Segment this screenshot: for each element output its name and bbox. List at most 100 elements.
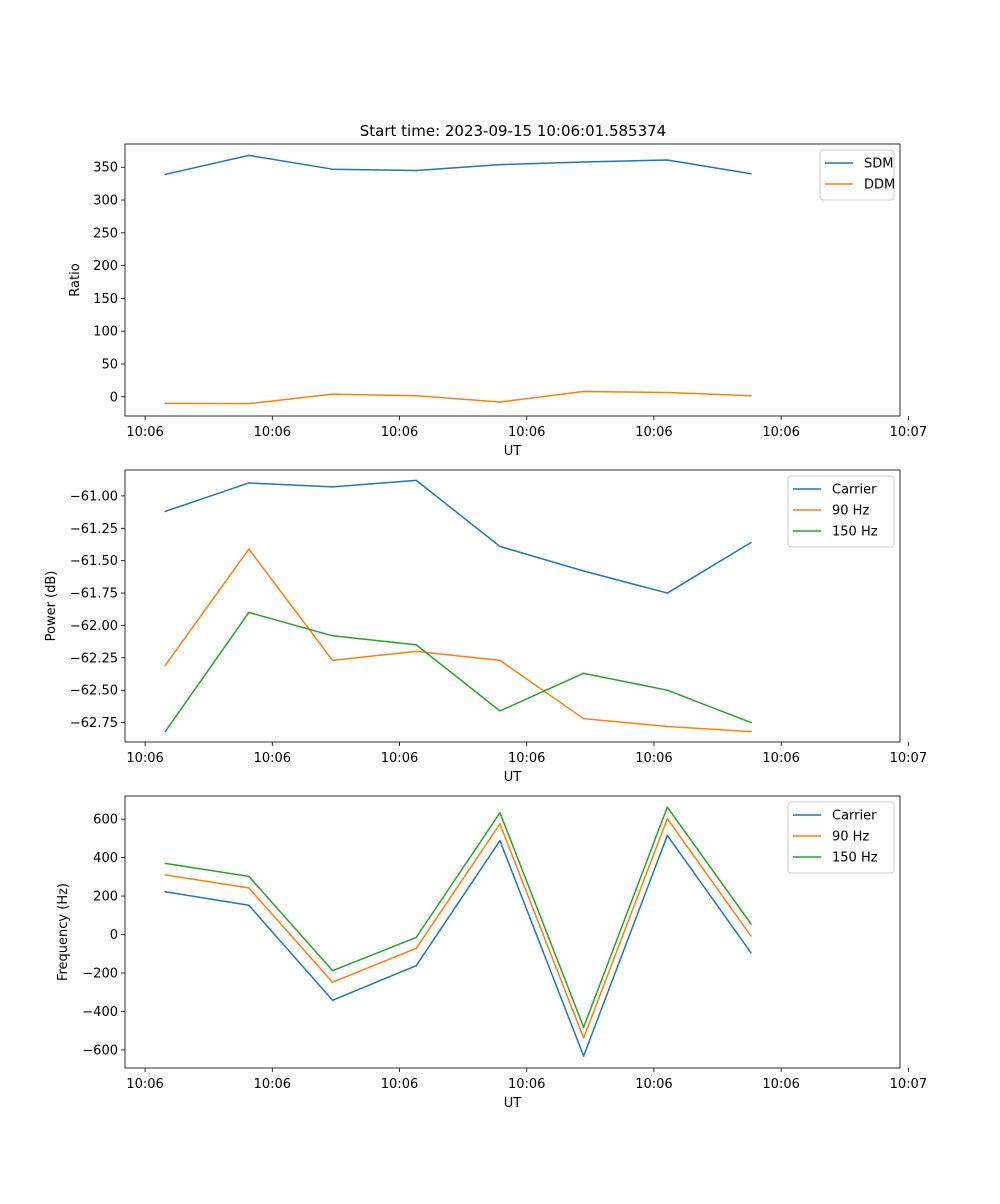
legend: Carrier 90 Hz 150 Hz — [787, 475, 895, 548]
legend: Carrier 90 Hz 150 Hz — [787, 801, 895, 874]
y-tick-label: −62.00 — [70, 619, 118, 634]
x-axis-label: UT — [504, 444, 522, 459]
x-tick-label: 10:06 — [762, 1077, 799, 1092]
x-tick-label: 10:06 — [381, 1077, 418, 1092]
data-point — [750, 952, 752, 954]
data-point — [666, 817, 669, 820]
data-point — [499, 545, 501, 548]
data-point — [164, 510, 166, 513]
y-tick-label: −200 — [82, 966, 118, 981]
x-tick-label: 10:06 — [508, 425, 545, 440]
data-point — [164, 664, 166, 667]
data-point — [750, 935, 752, 937]
y-tick-label: −600 — [82, 1043, 118, 1058]
y-tick-label: −62.75 — [70, 716, 118, 731]
y-axis-label: Power (dB) — [44, 571, 59, 642]
data-point — [582, 672, 585, 675]
data-point — [248, 154, 250, 157]
data-point — [415, 964, 417, 967]
y-tick-label: 350 — [93, 161, 118, 176]
data-point — [164, 402, 166, 405]
x-tick-label: 10:06 — [381, 751, 418, 766]
data-point — [164, 874, 166, 876]
data-point — [331, 635, 334, 637]
data-point — [499, 839, 501, 842]
data-point — [248, 402, 250, 405]
x-tick-label: 10:07 — [890, 751, 927, 766]
y-axis-label: Ratio — [68, 263, 83, 296]
x-tick-label: 10:06 — [254, 751, 291, 766]
data-point — [248, 875, 250, 878]
data-point — [164, 730, 166, 733]
data-point — [331, 981, 334, 983]
chart-panel-2: 10:06 10:06 10:06 10:06 10:06 10:06 10:07 −61.0… — [44, 469, 927, 785]
data-point — [666, 806, 669, 808]
y-tick-label: −61.50 — [70, 554, 118, 569]
data-point — [415, 947, 417, 950]
data-point — [331, 659, 334, 662]
x-tick-label: 10:06 — [508, 1077, 545, 1092]
data-point — [331, 393, 334, 395]
data-point — [499, 659, 501, 662]
y-tick-label: −400 — [82, 1005, 118, 1020]
series-line-150-hz — [165, 806, 752, 1028]
data-point — [666, 834, 669, 837]
data-point — [666, 391, 669, 394]
x-tick-label: 10:06 — [381, 425, 418, 440]
plot-frame — [124, 469, 901, 743]
legend-label: 90 Hz — [832, 830, 869, 845]
x-tick-label: 10:06 — [126, 425, 163, 440]
data-point — [750, 721, 752, 724]
chart-panel-1: 10:06 10:06 10:06 10:06 10:06 10:06 10:07 0 50 10… — [68, 143, 927, 459]
legend-label: 150 Hz — [832, 851, 878, 866]
data-point — [666, 592, 669, 594]
legend-label: 90 Hz — [832, 504, 869, 519]
plot-frame — [124, 795, 901, 1069]
y-tick-label: 400 — [93, 851, 118, 866]
data-point — [164, 891, 166, 893]
y-tick-label: 200 — [93, 259, 118, 274]
data-point — [582, 161, 585, 163]
legend-label: Carrier — [832, 809, 877, 824]
data-point — [164, 173, 166, 176]
data-point — [248, 904, 250, 907]
data-point — [750, 173, 752, 175]
x-tick-label: 10:06 — [126, 1077, 163, 1092]
data-point — [415, 169, 417, 172]
data-point — [499, 710, 501, 712]
data-point — [415, 650, 417, 653]
chart-panel-3: 10:06 10:06 10:06 10:06 10:06 10:06 10:07 600 40… — [56, 795, 927, 1111]
data-point — [499, 811, 501, 814]
data-point — [248, 611, 250, 614]
data-point — [666, 159, 669, 161]
data-point — [582, 1055, 585, 1057]
data-point — [415, 479, 417, 482]
legend-box — [787, 475, 895, 548]
data-point — [499, 163, 501, 166]
legend-label: SDM — [864, 157, 893, 172]
y-tick-label: −62.25 — [70, 651, 118, 666]
y-tick-label: 50 — [101, 357, 118, 372]
legend: SDM DDM — [819, 149, 895, 201]
series-line-90-hz — [164, 548, 752, 733]
data-point — [582, 1037, 585, 1039]
data-point — [164, 862, 166, 865]
x-tick-label: 10:06 — [762, 425, 799, 440]
data-point — [582, 390, 585, 393]
y-tick-label: 200 — [93, 890, 118, 905]
data-point — [331, 999, 334, 1002]
data-point — [666, 725, 669, 728]
data-point — [248, 887, 250, 889]
series-line-carrier — [165, 834, 752, 1057]
data-point — [248, 482, 250, 484]
data-point — [750, 730, 752, 733]
y-tick-label: −62.50 — [70, 684, 118, 699]
series-line-sdm — [165, 154, 752, 176]
y-tick-label: −61.75 — [70, 587, 118, 602]
data-point — [666, 689, 669, 691]
series-line-carrier — [164, 479, 752, 594]
x-tick-label: 10:06 — [635, 425, 672, 440]
data-point — [582, 717, 585, 720]
data-point — [248, 548, 250, 550]
